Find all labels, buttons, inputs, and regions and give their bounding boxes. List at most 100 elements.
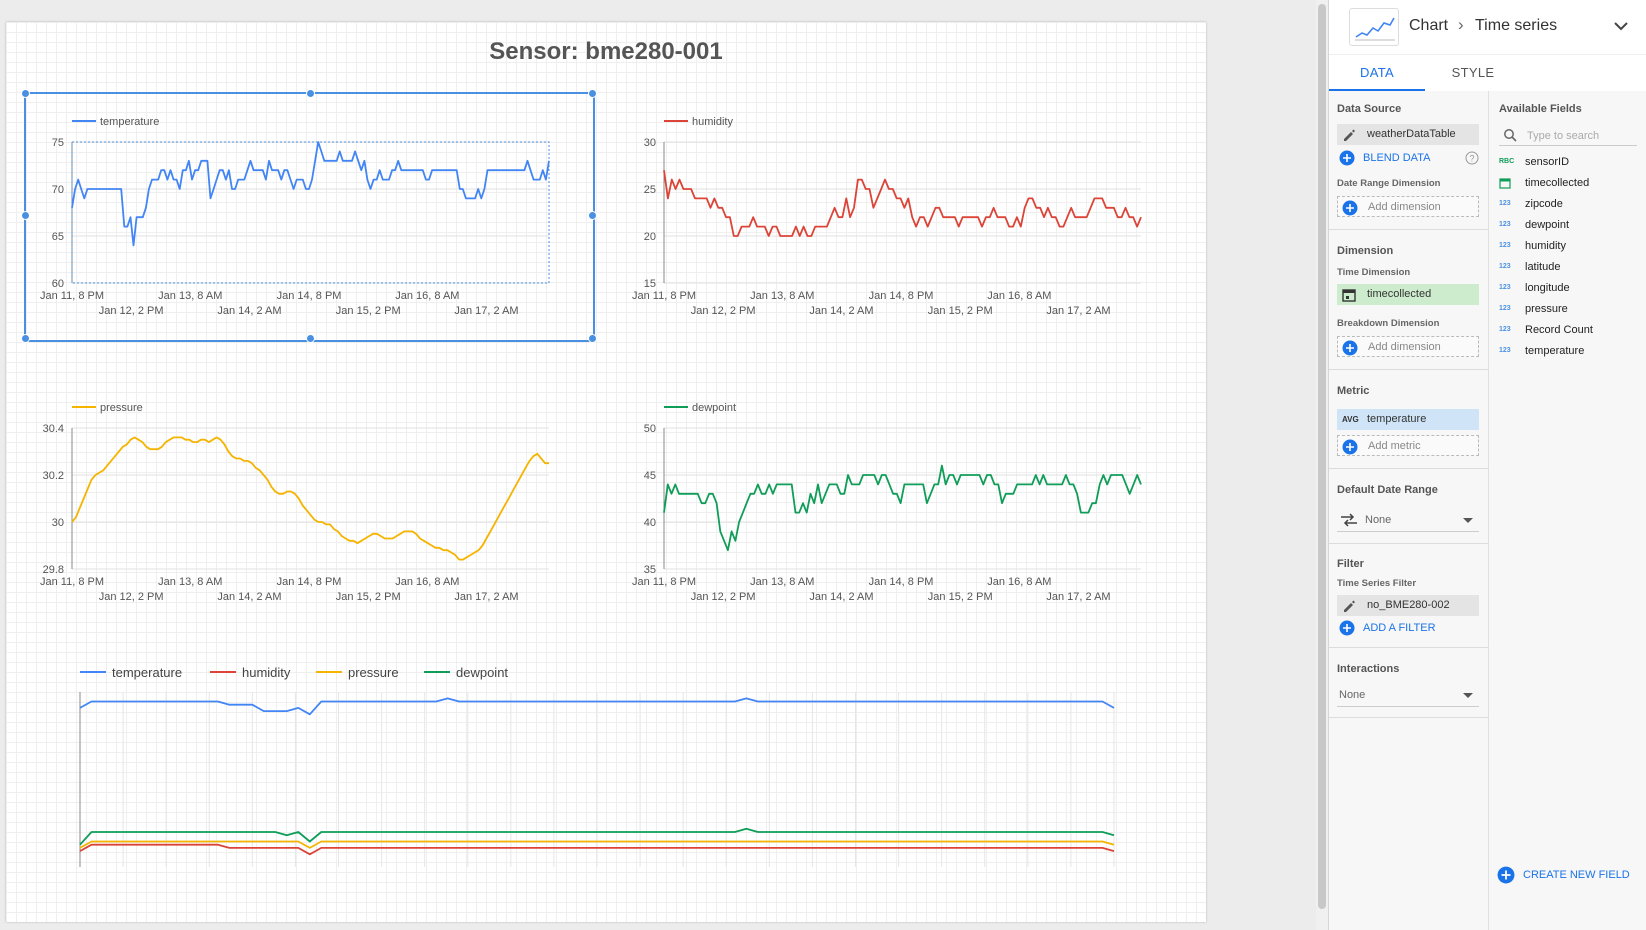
data-source-name: weatherDataTable — [1367, 128, 1456, 140]
series-line-temperature — [71, 141, 550, 247]
x-tick-label: Jan 14, 8 PM — [869, 576, 934, 588]
x-tick-label: Jan 16, 8 AM — [987, 290, 1051, 302]
y-tick-label: 30.4 — [43, 423, 64, 435]
y-tick-label: 75 — [52, 137, 64, 149]
x-tick-label: Jan 14, 2 AM — [217, 305, 281, 317]
legend-label: temperature — [100, 116, 159, 128]
blend-data-button[interactable]: BLEND DATA ? — [1339, 149, 1479, 167]
data-source-chip[interactable]: weatherDataTable — [1337, 124, 1479, 145]
interactions-title: Interactions — [1337, 663, 1400, 675]
dewpoint-chart[interactable]: dewpoint 35 40 45 50 Jan 11, 8 PM Jan 13, 8 AM… — [616, 378, 1187, 628]
section-divider — [1329, 717, 1489, 718]
report-title[interactable]: Sensor: bme280-001 — [489, 38, 723, 65]
field-name: pressure — [1525, 303, 1568, 315]
canvas-scrollbar[interactable] — [1316, 0, 1328, 930]
field-type-icon: 123 — [1499, 221, 1511, 228]
filter-title: Filter — [1337, 558, 1364, 570]
field-name: latitude — [1525, 261, 1561, 273]
pencil-icon[interactable] — [1341, 127, 1357, 143]
chevron-down-icon[interactable] — [1611, 16, 1631, 36]
tab-data[interactable]: DATA — [1329, 55, 1425, 91]
y-tick-label: 30.2 — [43, 470, 64, 482]
combined-chart[interactable]: temperature humidity pressure dewpoint — [24, 662, 1184, 912]
x-tick-label: Jan 17, 2 AM — [454, 305, 518, 317]
dropdown-arrow-icon — [1463, 518, 1473, 523]
x-tick-label: Jan 17, 2 AM — [1046, 305, 1110, 317]
legend-label: dewpoint — [456, 665, 508, 680]
search-icon — [1504, 129, 1517, 142]
date-range-dimension-title: Date Range Dimension — [1337, 178, 1441, 189]
breakdown-dimension-title: Breakdown Dimension — [1337, 318, 1440, 329]
chevron-right-icon: › — [1458, 15, 1464, 34]
series-line-humidity — [663, 170, 1142, 237]
time-dimension-chip[interactable]: timecollected — [1337, 284, 1479, 305]
aggregation-badge[interactable]: AVG — [1342, 415, 1359, 424]
properties-panel: Chart › Time series DATA STYLE Data Sour… — [1328, 0, 1646, 930]
interactions-select[interactable]: None — [1337, 684, 1479, 707]
x-tick-label: Jan 15, 2 PM — [336, 591, 401, 603]
field-name: humidity — [1525, 240, 1566, 252]
breadcrumb-chart-type[interactable]: Time series — [1475, 17, 1558, 34]
metric-title: Metric — [1337, 385, 1370, 397]
add-date-range-dimension[interactable]: Add dimension — [1337, 196, 1479, 217]
x-tick-label: Jan 11, 8 PM — [632, 576, 696, 588]
humidity-chart[interactable]: humidity 15 20 25 30 Jan 11, 8 PM Jan 13, 8 AM… — [616, 92, 1187, 342]
add-filter-button[interactable]: ADD A FILTER — [1339, 619, 1479, 637]
field-name: longitude — [1525, 282, 1570, 294]
x-tick-label: Jan 11, 8 PM — [40, 576, 104, 588]
time-dimension-title: Time Dimension — [1337, 267, 1411, 278]
field-name: Record Count — [1525, 324, 1593, 336]
default-date-range-value: None — [1365, 514, 1392, 526]
series-line-humidity — [79, 843, 1115, 856]
pressure-chart[interactable]: pressure 29.8 30 30.2 30.4 Jan 11, 8 PM Jan 13… — [24, 378, 595, 628]
x-tick-label: Jan 15, 2 PM — [928, 305, 993, 317]
add-metric[interactable]: Add metric — [1337, 435, 1479, 456]
x-tick-label: Jan 17, 2 AM — [1046, 591, 1110, 603]
x-tick-label: Jan 14, 8 PM — [277, 576, 342, 588]
legend-label: humidity — [692, 116, 733, 128]
x-tick-label: Jan 15, 2 PM — [928, 591, 993, 603]
data-settings-column: Data Source weatherDataTable BLEND DATA … — [1329, 91, 1489, 930]
section-divider — [1329, 468, 1489, 469]
time-series-chart-icon[interactable] — [1349, 8, 1399, 46]
plus-circle-icon — [1342, 200, 1358, 216]
x-tick-label: Jan 13, 8 AM — [750, 576, 814, 588]
section-divider — [1329, 543, 1489, 544]
interactions-value: None — [1339, 689, 1366, 701]
y-tick-label: 40 — [644, 517, 656, 529]
field-search-input[interactable] — [1525, 127, 1639, 145]
calendar-icon — [1342, 289, 1356, 302]
field-name: timecollected — [1525, 177, 1590, 189]
help-icon[interactable]: ? — [1465, 151, 1479, 165]
field-search[interactable] — [1499, 125, 1639, 146]
y-tick-label: 65 — [52, 231, 64, 243]
temperature-chart[interactable]: temperature 60 65 70 75 Jan 11, 8 PM Jan 13, 8… — [24, 92, 595, 342]
panel-tabs: DATA STYLE — [1329, 54, 1646, 92]
create-new-field-label: CREATE NEW FIELD — [1523, 869, 1630, 881]
x-tick-label: Jan 16, 8 AM — [395, 290, 459, 302]
filter-chip[interactable]: no_BME280-002 — [1337, 595, 1479, 616]
legend-label: dewpoint — [692, 402, 736, 414]
default-date-range-select[interactable]: None — [1337, 509, 1479, 532]
field-type-icon: 123 — [1499, 284, 1511, 291]
canvas-scroll-thumb[interactable] — [1318, 4, 1326, 909]
field-type-icon: 123 — [1499, 200, 1511, 207]
tab-style[interactable]: STYLE — [1451, 65, 1495, 80]
section-divider — [1329, 647, 1489, 648]
metric-field: temperature — [1367, 413, 1427, 425]
report-page[interactable]: Sensor: bme280-001 temperature 60 65 70 75 Ja… — [6, 22, 1206, 922]
add-breakdown-dimension[interactable]: Add dimension — [1337, 336, 1479, 357]
y-tick-label: 20 — [644, 231, 656, 243]
legend-label: temperature — [112, 665, 182, 680]
available-fields-column: Available Fields RBC sensorID timecollecte… — [1489, 91, 1646, 930]
field-name: temperature — [1525, 345, 1585, 357]
x-tick-label: Jan 12, 2 PM — [99, 591, 164, 603]
pencil-icon[interactable] — [1341, 598, 1357, 614]
metric-chip[interactable]: AVG temperature — [1337, 409, 1479, 430]
legend-label: humidity — [242, 665, 291, 680]
x-tick-label: Jan 13, 8 AM — [750, 290, 814, 302]
field-type-icon: 123 — [1499, 305, 1511, 312]
y-tick-label: 60 — [52, 278, 64, 290]
breadcrumb-chart[interactable]: Chart — [1409, 17, 1449, 34]
plot-area-selection — [71, 141, 550, 284]
